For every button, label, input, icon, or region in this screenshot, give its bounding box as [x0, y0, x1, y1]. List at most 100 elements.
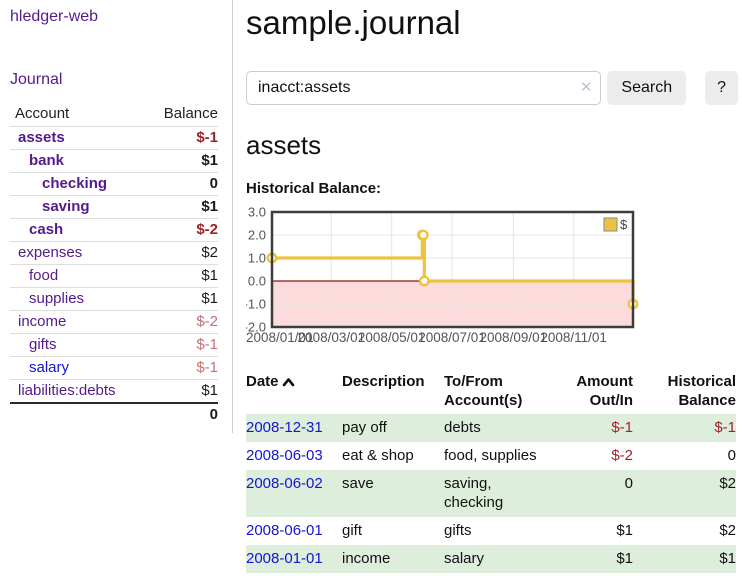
svg-text:3.0: 3.0 [248, 206, 266, 220]
svg-text:-1.0: -1.0 [246, 297, 266, 312]
account-link-bank[interactable]: bank [29, 152, 65, 169]
transaction-date-link[interactable]: 2008-06-01 [246, 522, 323, 539]
account-balance: 0 [143, 172, 218, 196]
svg-text:2008/09/01: 2008/09/01 [480, 330, 548, 345]
account-balance: $-1 [143, 356, 218, 380]
account-link-gifts[interactable]: gifts [29, 336, 57, 353]
transaction-description: eat & shop [342, 447, 414, 464]
svg-text:1.0: 1.0 [248, 251, 266, 266]
account-link-food[interactable]: food [29, 267, 59, 284]
account-balance: $1 [143, 149, 218, 173]
svg-text:0.0: 0.0 [248, 274, 266, 289]
amount-column-header: Amount Out/In [576, 373, 633, 409]
transaction-amount: $1 [616, 550, 633, 567]
search-button[interactable]: Search [607, 71, 687, 105]
accounts-total-value: 0 [143, 402, 218, 426]
svg-text:2008/11/01: 2008/11/01 [540, 330, 607, 345]
transaction-description: gift [342, 522, 363, 539]
account-row-income: income $-2 [10, 310, 218, 334]
transaction-date-link[interactable]: 2008-06-02 [246, 475, 323, 492]
search-input[interactable] [246, 71, 602, 105]
app-title-link[interactable]: hledger-web [10, 8, 99, 25]
account-link-income[interactable]: income [18, 313, 67, 330]
account-balance: $1 [143, 264, 218, 288]
transaction-accounts: food, supplies [444, 447, 537, 464]
register-row: 2008-06-03 eat & shop food, supplies $-2… [246, 442, 736, 470]
account-row-expenses: expenses $2 [10, 241, 218, 265]
balance-column-header: Historical Balance [667, 373, 736, 409]
transaction-accounts: debts [444, 419, 481, 436]
date-header-label: Date [246, 373, 279, 390]
account-row-liabilities-debts: liabilities:debts $1 [10, 379, 218, 403]
search-form: ✕ Search ? [246, 71, 738, 105]
account-row-salary: salary $-1 [10, 356, 218, 380]
svg-text:2008/03/01: 2008/03/01 [298, 330, 366, 345]
account-link-expenses[interactable]: expenses [18, 244, 83, 261]
accounts-balance-table: Account Balance assets $-1 bank $1 check… [10, 102, 218, 426]
transaction-balance: $1 [719, 550, 736, 567]
transaction-accounts: saving, checking [444, 475, 504, 511]
account-row-cash: cash $-2 [10, 218, 218, 242]
transaction-accounts: gifts [444, 522, 472, 539]
account-balance: $1 [143, 379, 218, 403]
register-row: 2008-06-02 save saving, checking 0 $2 [246, 470, 736, 517]
account-link-liabilities-debts[interactable]: liabilities:debts [18, 382, 116, 399]
account-balance: $2 [143, 241, 218, 265]
transaction-date-link[interactable]: 2008-01-01 [246, 550, 323, 567]
transaction-description: pay off [342, 419, 387, 436]
transaction-amount: $-1 [611, 419, 633, 436]
accounts-total-row: 0 [10, 402, 218, 426]
account-link-salary[interactable]: salary [29, 359, 70, 376]
clear-search-icon[interactable]: ✕ [579, 79, 593, 96]
account-row-assets: assets $-1 [10, 126, 218, 150]
transaction-balance: $-1 [714, 419, 736, 436]
svg-text:2008/07/01: 2008/07/01 [418, 330, 486, 345]
account-link-supplies[interactable]: supplies [29, 290, 85, 307]
account-link-saving[interactable]: saving [42, 198, 90, 215]
transaction-description: income [342, 550, 391, 567]
svg-text:-2.0: -2.0 [246, 320, 266, 335]
account-heading: assets [246, 130, 322, 160]
account-link-assets[interactable]: assets [18, 129, 65, 146]
help-button[interactable]: ? [705, 71, 738, 105]
register-row: 2008-06-01 gift gifts $1 $2 [246, 517, 736, 545]
sidebar-item-journal[interactable]: Journal [10, 71, 63, 88]
page-title: sample.journal [246, 4, 461, 41]
transaction-balance: 0 [727, 447, 736, 464]
account-row-food: food $1 [10, 264, 218, 288]
register-row: 2008-12-31 pay off debts $-1 $-1 [246, 414, 736, 442]
transaction-description: save [342, 475, 374, 492]
account-link-checking[interactable]: checking [42, 175, 108, 192]
transaction-date-link[interactable]: 2008-12-31 [246, 419, 323, 436]
search-input-wrap: ✕ [246, 71, 602, 105]
transaction-date-link[interactable]: 2008-06-03 [246, 447, 323, 464]
svg-text:2008/01/01: 2008/01/01 [246, 330, 314, 345]
register-row: 2008-01-01 income salary $1 $1 [246, 545, 736, 573]
transaction-balance: $2 [719, 522, 736, 539]
svg-text:2008/05/01: 2008/05/01 [358, 330, 426, 345]
accounts-table-header-row: Account Balance [10, 102, 218, 127]
account-row-bank: bank $1 [10, 149, 218, 173]
account-row-checking: checking 0 [10, 172, 218, 196]
account-balance: $-2 [143, 218, 218, 242]
account-row-supplies: supplies $1 [10, 287, 218, 311]
register-table: Date Description To/From Account(s) Amou… [246, 369, 736, 573]
date-column-header[interactable]: Date [246, 369, 342, 414]
account-balance: $1 [143, 287, 218, 311]
transaction-amount: 0 [624, 475, 633, 492]
chart-canvas[interactable]: $3.0 2.0 1.0 0.0 -1.0 -2.02008/01/012008/03/0… [246, 206, 722, 350]
svg-text:2.0: 2.0 [248, 228, 266, 243]
account-link-cash[interactable]: cash [29, 221, 64, 238]
account-row-gifts: gifts $-1 [10, 333, 218, 357]
transaction-amount: $1 [616, 522, 633, 539]
main-content: sample.journal ✕ Search ? assets Histori… [246, 0, 738, 573]
account-balance: $-1 [143, 126, 218, 150]
transaction-accounts: salary [444, 550, 485, 567]
accounts-column-header: To/From Account(s) [444, 373, 523, 409]
transaction-balance: $2 [719, 475, 736, 492]
description-column-header: Description [342, 373, 425, 390]
account-column-header: Account [15, 105, 70, 122]
register-header-row: Date Description To/From Account(s) Amou… [246, 369, 736, 414]
svg-text:$: $ [620, 217, 628, 232]
